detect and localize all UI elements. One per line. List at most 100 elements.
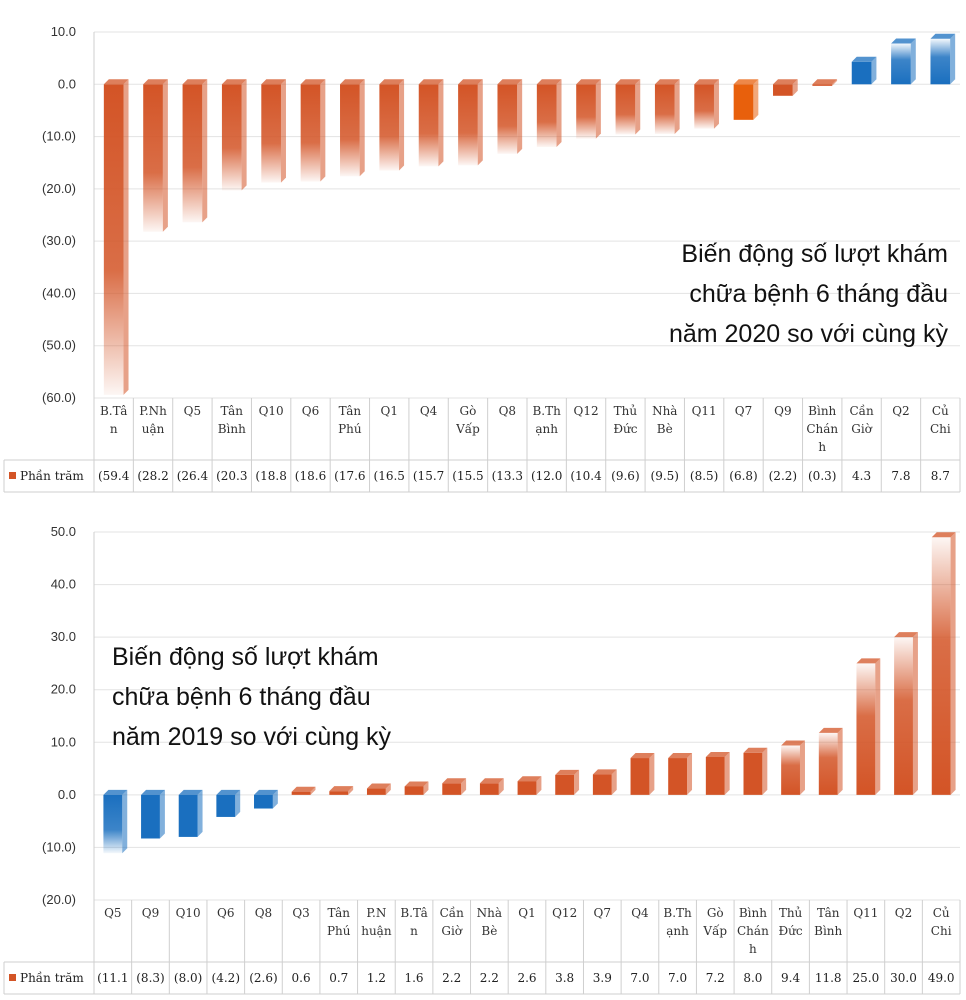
y-tick-label: (10.0) [42, 129, 76, 144]
data-label: (2.6) [249, 971, 277, 985]
category-label: Bình [814, 924, 842, 938]
bar-side-face [280, 79, 286, 183]
bar-side-face [912, 632, 918, 795]
data-label: (18.6 [295, 469, 326, 483]
category-label: P.Nh [139, 404, 167, 418]
bar [743, 752, 763, 795]
bar-top-face [442, 778, 467, 784]
bar [555, 774, 575, 795]
data-label: (0.3) [808, 469, 836, 483]
data-label: (15.7 [413, 469, 444, 483]
category-label: Chán [737, 924, 769, 938]
bar-top-face [497, 79, 523, 85]
bar [404, 786, 424, 795]
bar-side-face [762, 747, 768, 795]
bar [705, 757, 725, 795]
data-label: (10.4 [570, 469, 602, 483]
data-label: 11.8 [815, 971, 842, 985]
bar [773, 84, 793, 96]
bar-top-face [366, 783, 391, 789]
category-label: Chán [806, 422, 838, 436]
category-label: Phú [327, 924, 351, 938]
bar-top-face [851, 56, 877, 62]
category-label: Q8 [255, 906, 272, 920]
category-label: Bình [739, 906, 767, 920]
bar-top-face [291, 786, 316, 792]
bar [300, 84, 321, 182]
bar-top-face [329, 786, 354, 792]
y-tick-label: 10.0 [51, 734, 76, 749]
bar [329, 791, 349, 795]
bar [458, 84, 478, 166]
category-label: Nhà [477, 906, 502, 920]
category-label: B.Tâ [400, 906, 427, 920]
bar-side-face [159, 789, 165, 839]
bar-side-face [674, 79, 680, 134]
data-label: (6.8) [729, 469, 757, 483]
chart-annotation: chữa bệnh 6 tháng đầu [112, 683, 371, 711]
chart-annotation: Biến động số lượt khám [112, 643, 379, 671]
chart-annotation: Biến động số lượt khám [681, 240, 948, 268]
y-tick-label: 0.0 [58, 76, 76, 91]
data-label: 7.0 [630, 971, 649, 985]
bar-side-face [385, 783, 391, 795]
data-label: 2.2 [480, 971, 499, 985]
bar-side-face [832, 79, 838, 86]
chart-annotation: năm 2019 so với cùng kỳ [112, 723, 392, 751]
bar-top-face [536, 79, 562, 85]
bar-top-face [630, 753, 655, 759]
data-label: 3.9 [593, 971, 612, 985]
bar-top-face [576, 79, 601, 85]
bar [812, 84, 833, 86]
data-label: (20.3 [216, 469, 247, 483]
category-label: huận [361, 924, 392, 938]
bar [818, 732, 838, 795]
bar-top-face [261, 79, 286, 85]
legend-swatch [9, 472, 16, 479]
category-label: Q1 [380, 404, 397, 418]
bar-side-face [498, 778, 504, 795]
bar-side-face [320, 79, 326, 182]
data-label: 30.0 [890, 971, 917, 985]
bar-side-face [461, 778, 467, 795]
bar-side-face [123, 79, 129, 395]
category-label: Q12 [573, 404, 598, 418]
category-label: Q1 [518, 906, 535, 920]
bar-top-face [668, 753, 693, 759]
category-label: n [110, 422, 118, 436]
data-label: 7.8 [891, 469, 910, 483]
category-label: ạnh [666, 924, 689, 938]
data-label: (28.2 [137, 469, 168, 483]
category-label: Q10 [259, 404, 284, 418]
legend-label: Phần trăm [20, 970, 84, 985]
bar [103, 794, 123, 854]
data-label: 8.7 [931, 469, 950, 483]
bar-top-face [930, 33, 956, 39]
category-label: Q4 [631, 906, 649, 920]
data-label: (18.8 [255, 469, 286, 483]
bar-side-face [359, 79, 365, 177]
category-label: Củ [932, 404, 949, 418]
bar-top-face [103, 79, 129, 85]
data-label: (11.1 [97, 971, 128, 985]
data-label: (16.5 [374, 469, 405, 483]
bar-side-face [399, 79, 405, 171]
data-label: (26.4 [177, 469, 209, 483]
bar-side-face [950, 33, 956, 85]
bar-side-face [423, 781, 429, 795]
data-label: 2.2 [442, 971, 461, 985]
data-label: 7.2 [706, 971, 725, 985]
bar-top-face [221, 79, 247, 85]
data-label: 9.4 [781, 971, 800, 985]
bar-side-face [950, 532, 956, 795]
category-label: Bình [808, 404, 836, 418]
category-label: Tân [220, 404, 243, 418]
category-label: Q6 [217, 906, 234, 920]
category-label: Nhà [652, 404, 677, 418]
bar-side-face [799, 740, 805, 795]
category-label: Bè [657, 422, 673, 436]
bar-top-face [555, 769, 580, 775]
category-label: n [410, 924, 418, 938]
bar-side-face [574, 769, 580, 795]
category-label: uận [142, 422, 165, 436]
